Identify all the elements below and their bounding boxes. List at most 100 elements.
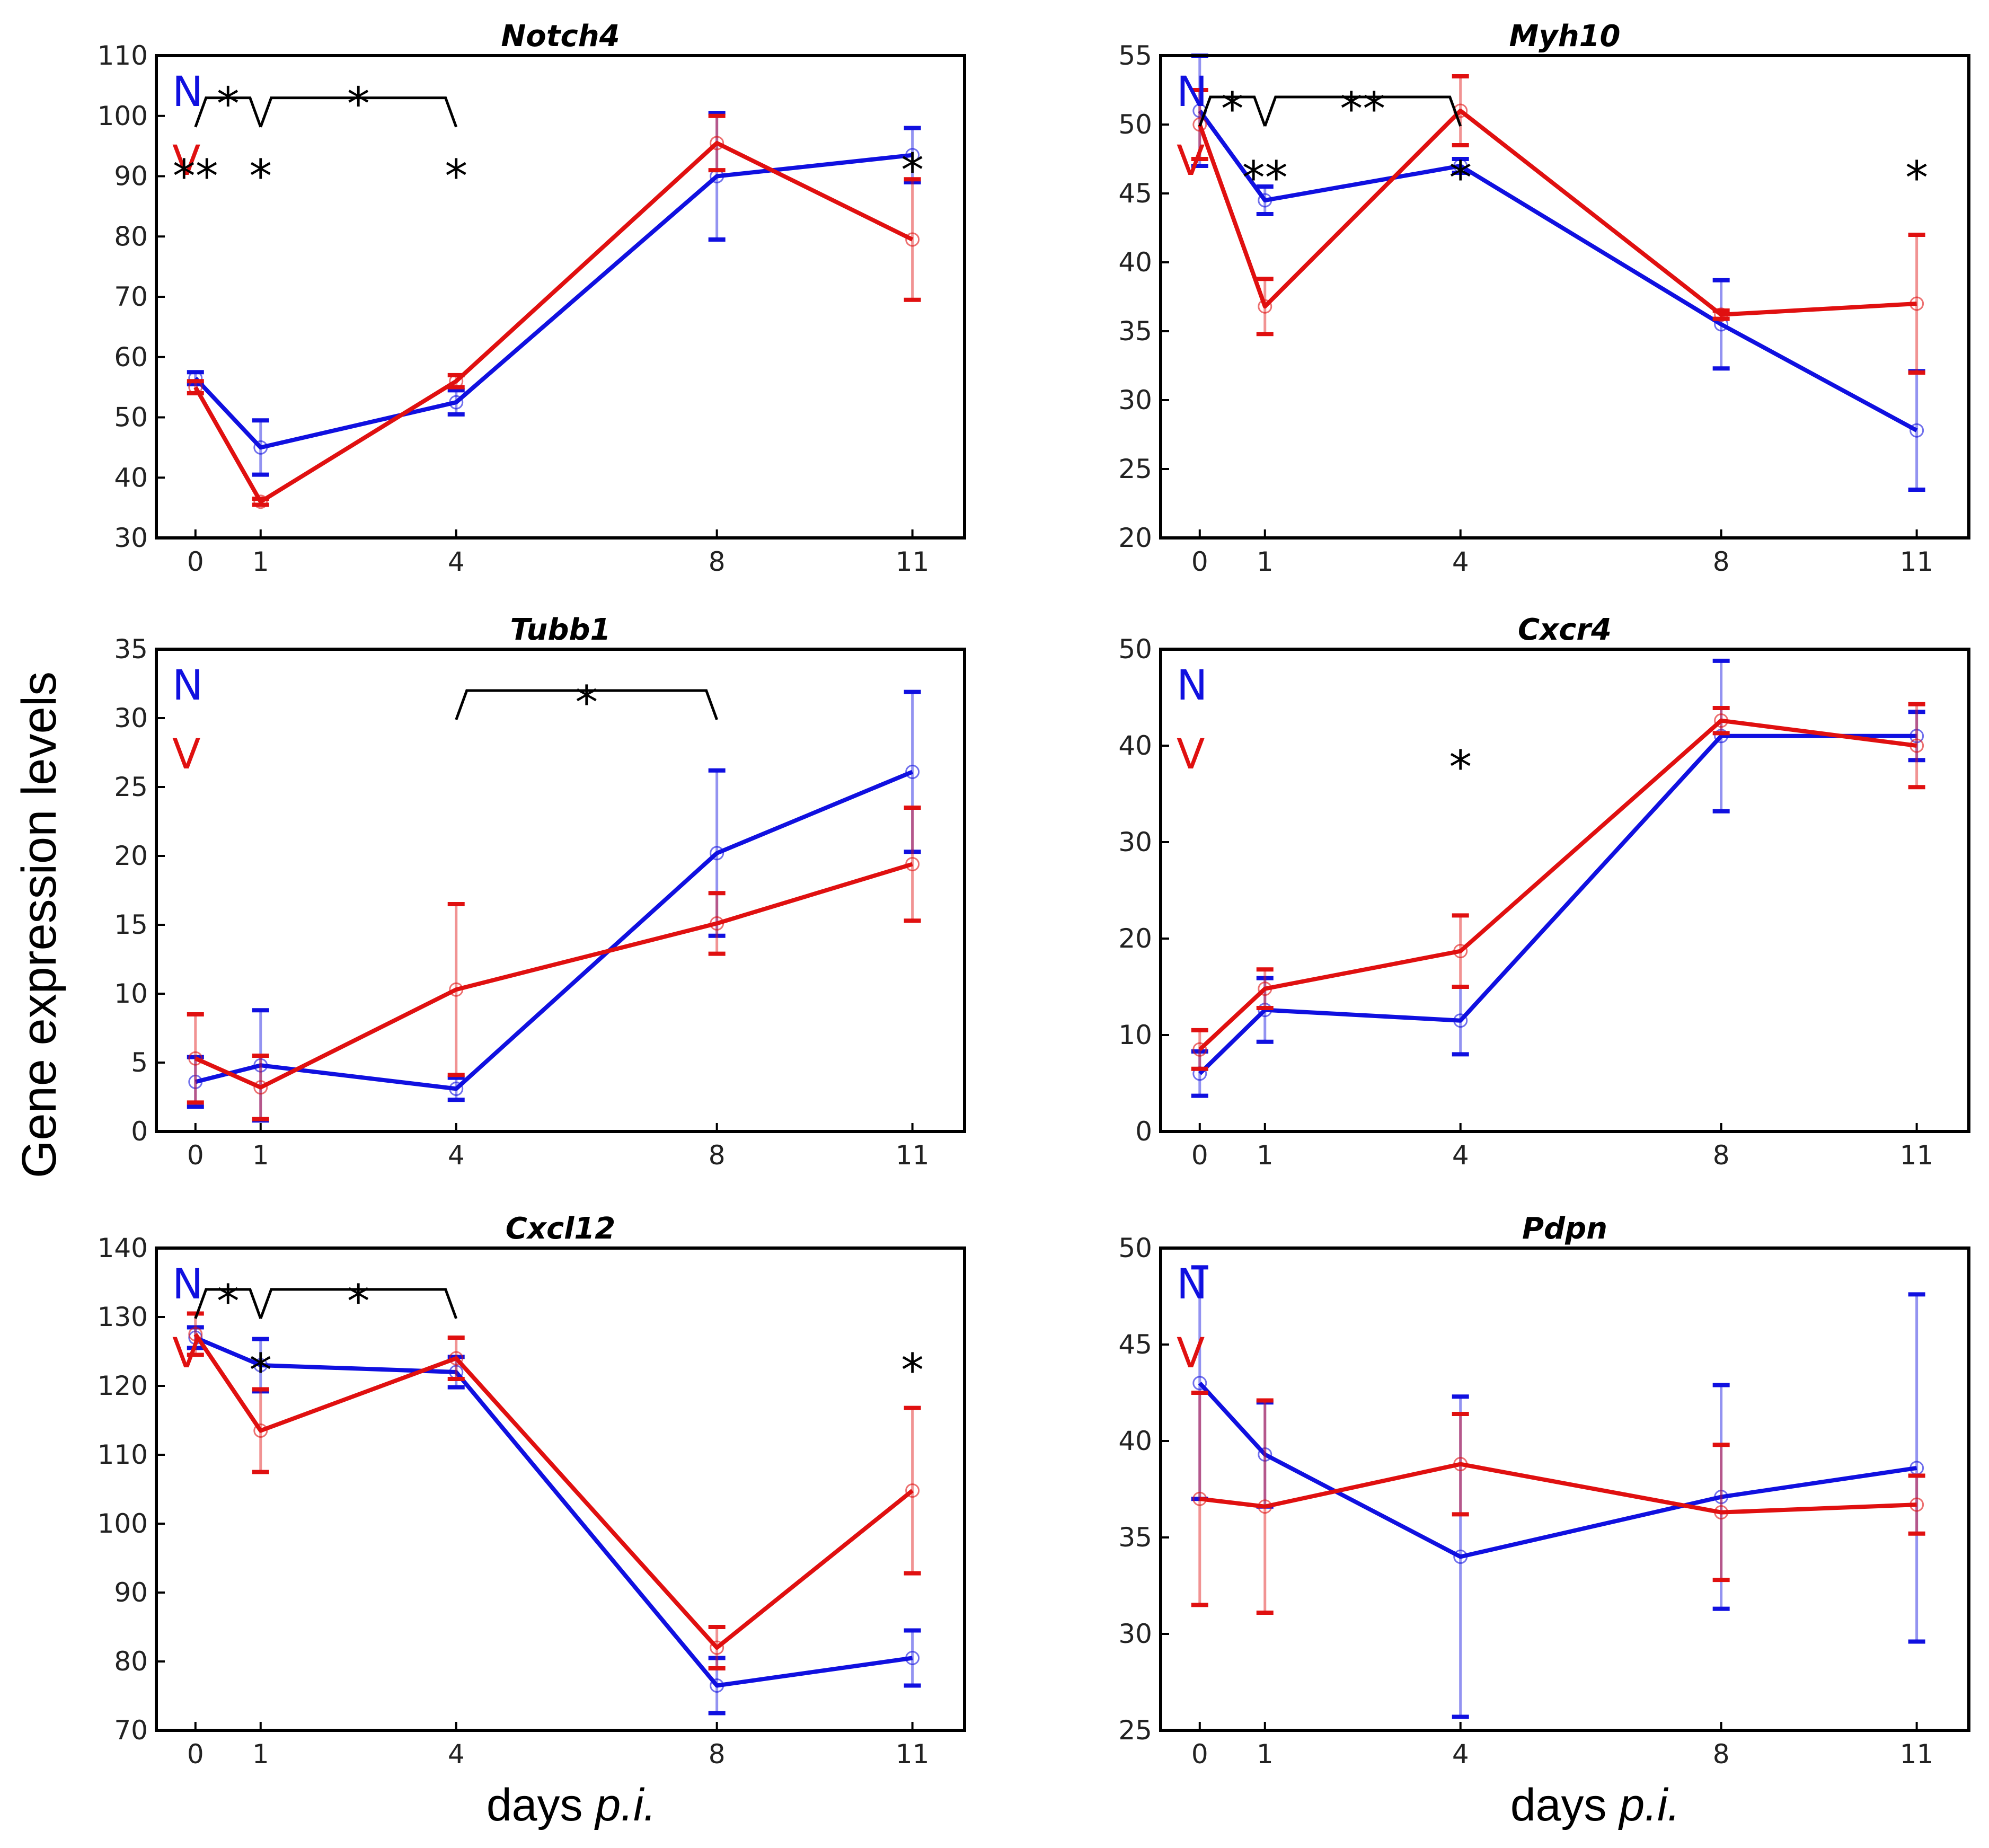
data-point	[710, 846, 724, 861]
y-tick-label: 30	[1118, 827, 1152, 857]
series-V	[1191, 702, 1925, 1071]
significance-star: *	[249, 1344, 272, 1397]
data-point	[1453, 1457, 1468, 1472]
y-tick-label: 110	[98, 40, 148, 71]
y-tick-label: 20	[114, 841, 148, 871]
data-point	[1714, 713, 1729, 728]
y-tick-label: 45	[1118, 178, 1152, 209]
series-line	[195, 862, 913, 1090]
significance-star: *	[1449, 741, 1472, 794]
plot-frame	[1159, 1246, 1970, 1732]
y-tick-label: 50	[1118, 109, 1152, 140]
legend-N: N	[172, 1261, 203, 1308]
y-tick-label: 35	[1118, 316, 1152, 347]
series-line	[1198, 109, 1918, 432]
x-tick-label: 4	[448, 546, 465, 577]
significance-star: *	[347, 1275, 370, 1328]
data-point	[253, 494, 268, 509]
significance-star: *	[347, 77, 370, 130]
y-tick-label: 140	[98, 1233, 148, 1263]
legend-V: V	[1177, 731, 1205, 779]
series-line	[195, 1336, 913, 1688]
y-tick-label: 30	[1118, 385, 1152, 415]
x-tick-label: 1	[1257, 1140, 1274, 1171]
significance-star: *	[575, 676, 598, 729]
y-tick-label: 80	[114, 221, 148, 252]
y-tick-label: 130	[98, 1302, 148, 1332]
y-tick-label: 0	[131, 1116, 148, 1147]
data-point	[905, 857, 920, 872]
x-tick-label: 4	[448, 1739, 465, 1770]
legend-V: V	[172, 137, 200, 185]
y-tick-label: 45	[1118, 1329, 1152, 1360]
y-tick-label: 90	[114, 161, 148, 192]
y-tick-label: 120	[98, 1370, 148, 1401]
x-tick-label: 1	[252, 546, 269, 577]
x-axis-label-italic: p.i.	[594, 1780, 656, 1831]
data-point	[710, 1678, 724, 1693]
x-tick-label: 4	[1452, 546, 1469, 577]
data-point	[905, 1651, 920, 1665]
significance-bracket	[1198, 95, 1267, 127]
y-tick-label: 55	[1118, 40, 1152, 71]
y-tick-label: 35	[114, 634, 148, 665]
x-tick-label: 11	[1900, 1140, 1934, 1171]
data-point	[905, 764, 920, 779]
series-line	[195, 770, 914, 1091]
x-tick-label: 0	[187, 1140, 204, 1171]
data-point	[1453, 1549, 1468, 1564]
data-point	[905, 1483, 920, 1498]
x-axis-label-left: days p.i.	[487, 1780, 656, 1831]
y-axis-label: Gene expression levels	[12, 671, 66, 1178]
significance-star: **	[1340, 83, 1385, 136]
panel-title: Cxcr4	[1518, 613, 1612, 647]
plot-frame	[1159, 54, 1970, 540]
x-tick-label: 0	[187, 546, 204, 577]
x-axis-label-italic: p.i.	[1617, 1780, 1680, 1831]
x-tick-label: 11	[1900, 1739, 1934, 1770]
data-point	[1910, 738, 1924, 753]
data-point	[1192, 1376, 1207, 1391]
plot-frame	[155, 1246, 966, 1732]
y-tick-label: 40	[114, 462, 148, 493]
data-point	[449, 1081, 464, 1096]
series-line	[193, 153, 913, 450]
data-point	[188, 1074, 203, 1089]
data-point	[253, 1080, 268, 1095]
panel-pdpn: Pdpn 25 30 35 40 45 50 0 1 4 8 11 NV	[1118, 1212, 1970, 1770]
data-point	[188, 1327, 203, 1341]
panel-tubb1: Tubb1 0 5 10 15 20 25 30 35 0 1 4 8 11 NV *	[114, 613, 966, 1171]
y-tick-label: 90	[114, 1577, 148, 1608]
x-tick-label: 8	[1713, 1140, 1730, 1171]
data-point	[188, 1330, 203, 1345]
data-point	[188, 1051, 203, 1066]
significance-bracket	[259, 1288, 458, 1319]
data-point	[1192, 1042, 1207, 1057]
significance-star: **	[173, 150, 218, 203]
x-tick-label: 1	[1257, 546, 1274, 577]
y-tick-label: 80	[114, 1646, 148, 1677]
x-tick-label: 1	[252, 1140, 269, 1171]
significance-star: *	[217, 1275, 240, 1328]
data-point	[188, 380, 203, 395]
series-V	[1191, 74, 1925, 375]
panel-title: Cxcl12	[506, 1212, 616, 1246]
significance-star: *	[901, 144, 924, 197]
x-tick-label: 0	[1191, 546, 1208, 577]
legend-N: N	[1177, 1261, 1207, 1308]
series-line	[193, 1333, 914, 1650]
panel-cxcr4: Cxcr4 0 10 20 30 40 50 0 1 4 8 11 NV *	[1118, 613, 1970, 1171]
y-tick-label: 0	[1135, 1116, 1152, 1147]
series-N	[1191, 54, 1925, 492]
panel-title: Notch4	[501, 19, 620, 54]
x-tick-label: 4	[448, 1140, 465, 1171]
series-N	[187, 1325, 921, 1716]
significance-star: *	[1449, 152, 1472, 205]
y-tick-label: 110	[98, 1439, 148, 1470]
significance-star: *	[1221, 83, 1244, 136]
series-line	[1198, 733, 1917, 1075]
data-point	[1258, 193, 1272, 208]
data-point	[905, 148, 920, 163]
